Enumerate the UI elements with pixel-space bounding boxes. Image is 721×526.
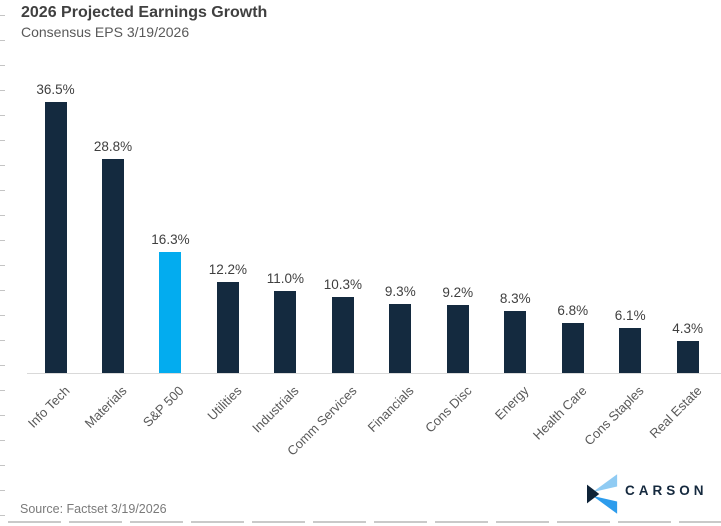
value-label-info-tech: 36.5%: [36, 82, 75, 97]
x-axis-label-materials: Materials: [81, 383, 130, 431]
bar-health-care: [561, 322, 584, 373]
y-axis-tick: [0, 515, 5, 516]
value-label-s-p-500: 16.3%: [151, 231, 190, 247]
value-label-cons-disc: 9.2%: [442, 284, 474, 300]
bar-industrials: [274, 291, 297, 373]
chart-subtitle: Consensus EPS 3/19/2026: [21, 24, 190, 40]
x-axis-label-energy: Energy: [492, 383, 532, 423]
value-label-industrials: 11.0%: [266, 271, 305, 287]
bottom-dashed-line: [0, 521, 721, 523]
y-axis-tick: [0, 165, 5, 166]
value-label-materials: 28.8%: [93, 139, 133, 155]
carson-wordmark: CARSON: [625, 483, 708, 498]
y-axis-tick: [0, 140, 5, 141]
x-axis-line: [27, 373, 721, 374]
value-label-cons-staples: 6.1%: [614, 307, 646, 323]
bar-financials: [389, 303, 412, 373]
y-axis-tick: [0, 90, 5, 91]
y-axis-tick: [0, 190, 5, 191]
bar-comm-services: [331, 296, 354, 373]
value-label-real-estate: 4.3%: [672, 321, 704, 337]
carson-chevron-icon: [587, 474, 618, 514]
x-axis-label-comm-services: Comm Services: [283, 383, 360, 459]
bar-materials: [101, 159, 124, 373]
value-label-comm-services: 10.3%: [323, 276, 362, 292]
x-axis-label-industrials: Industrials: [249, 383, 302, 436]
y-axis-tick: [0, 465, 5, 466]
bar-utilities: [216, 282, 239, 373]
y-axis-tick: [0, 490, 5, 491]
y-axis-tick: [0, 365, 5, 366]
value-label-financials: 9.3%: [384, 283, 416, 299]
x-axis-label-financials: Financials: [364, 383, 417, 435]
y-axis-tick: [0, 65, 5, 66]
bar-cons-staples: [619, 327, 642, 373]
source-text: Source: Factset 3/19/2026: [20, 502, 167, 516]
y-axis-tick: [0, 240, 5, 241]
x-axis-label-health-care: Health Care: [529, 383, 590, 443]
bar-real-estate: [676, 341, 699, 373]
bar-energy: [504, 311, 527, 373]
value-label-energy: 8.3%: [499, 291, 531, 307]
bar-cons-disc: [446, 304, 469, 373]
chart-title: 2026 Projected Earnings Growth: [21, 4, 268, 21]
y-axis-tick: [0, 15, 5, 16]
x-axis-label-cons-disc: Cons Disc: [421, 383, 475, 436]
bar-info-tech: [44, 102, 67, 373]
x-axis-label-s-p-500: S&P 500: [140, 383, 188, 430]
x-axis-label-utilities: Utilities: [204, 383, 245, 424]
y-axis-tick: [0, 115, 5, 116]
value-label-utilities: 12.2%: [208, 262, 248, 278]
y-axis-tick: [0, 265, 5, 266]
y-axis-tick: [0, 340, 5, 341]
y-axis-tick: [0, 40, 5, 41]
value-label-health-care: 6.8%: [557, 302, 589, 318]
y-axis-tick: [0, 390, 5, 391]
y-axis-tick: [0, 440, 5, 441]
y-axis-tick: [0, 415, 5, 416]
y-axis-tick: [0, 290, 5, 291]
y-axis-tick: [0, 315, 5, 316]
y-axis-tick: [0, 215, 5, 216]
bar-s-p-500: [159, 251, 182, 373]
carson-logo: CARSON: [587, 472, 717, 516]
